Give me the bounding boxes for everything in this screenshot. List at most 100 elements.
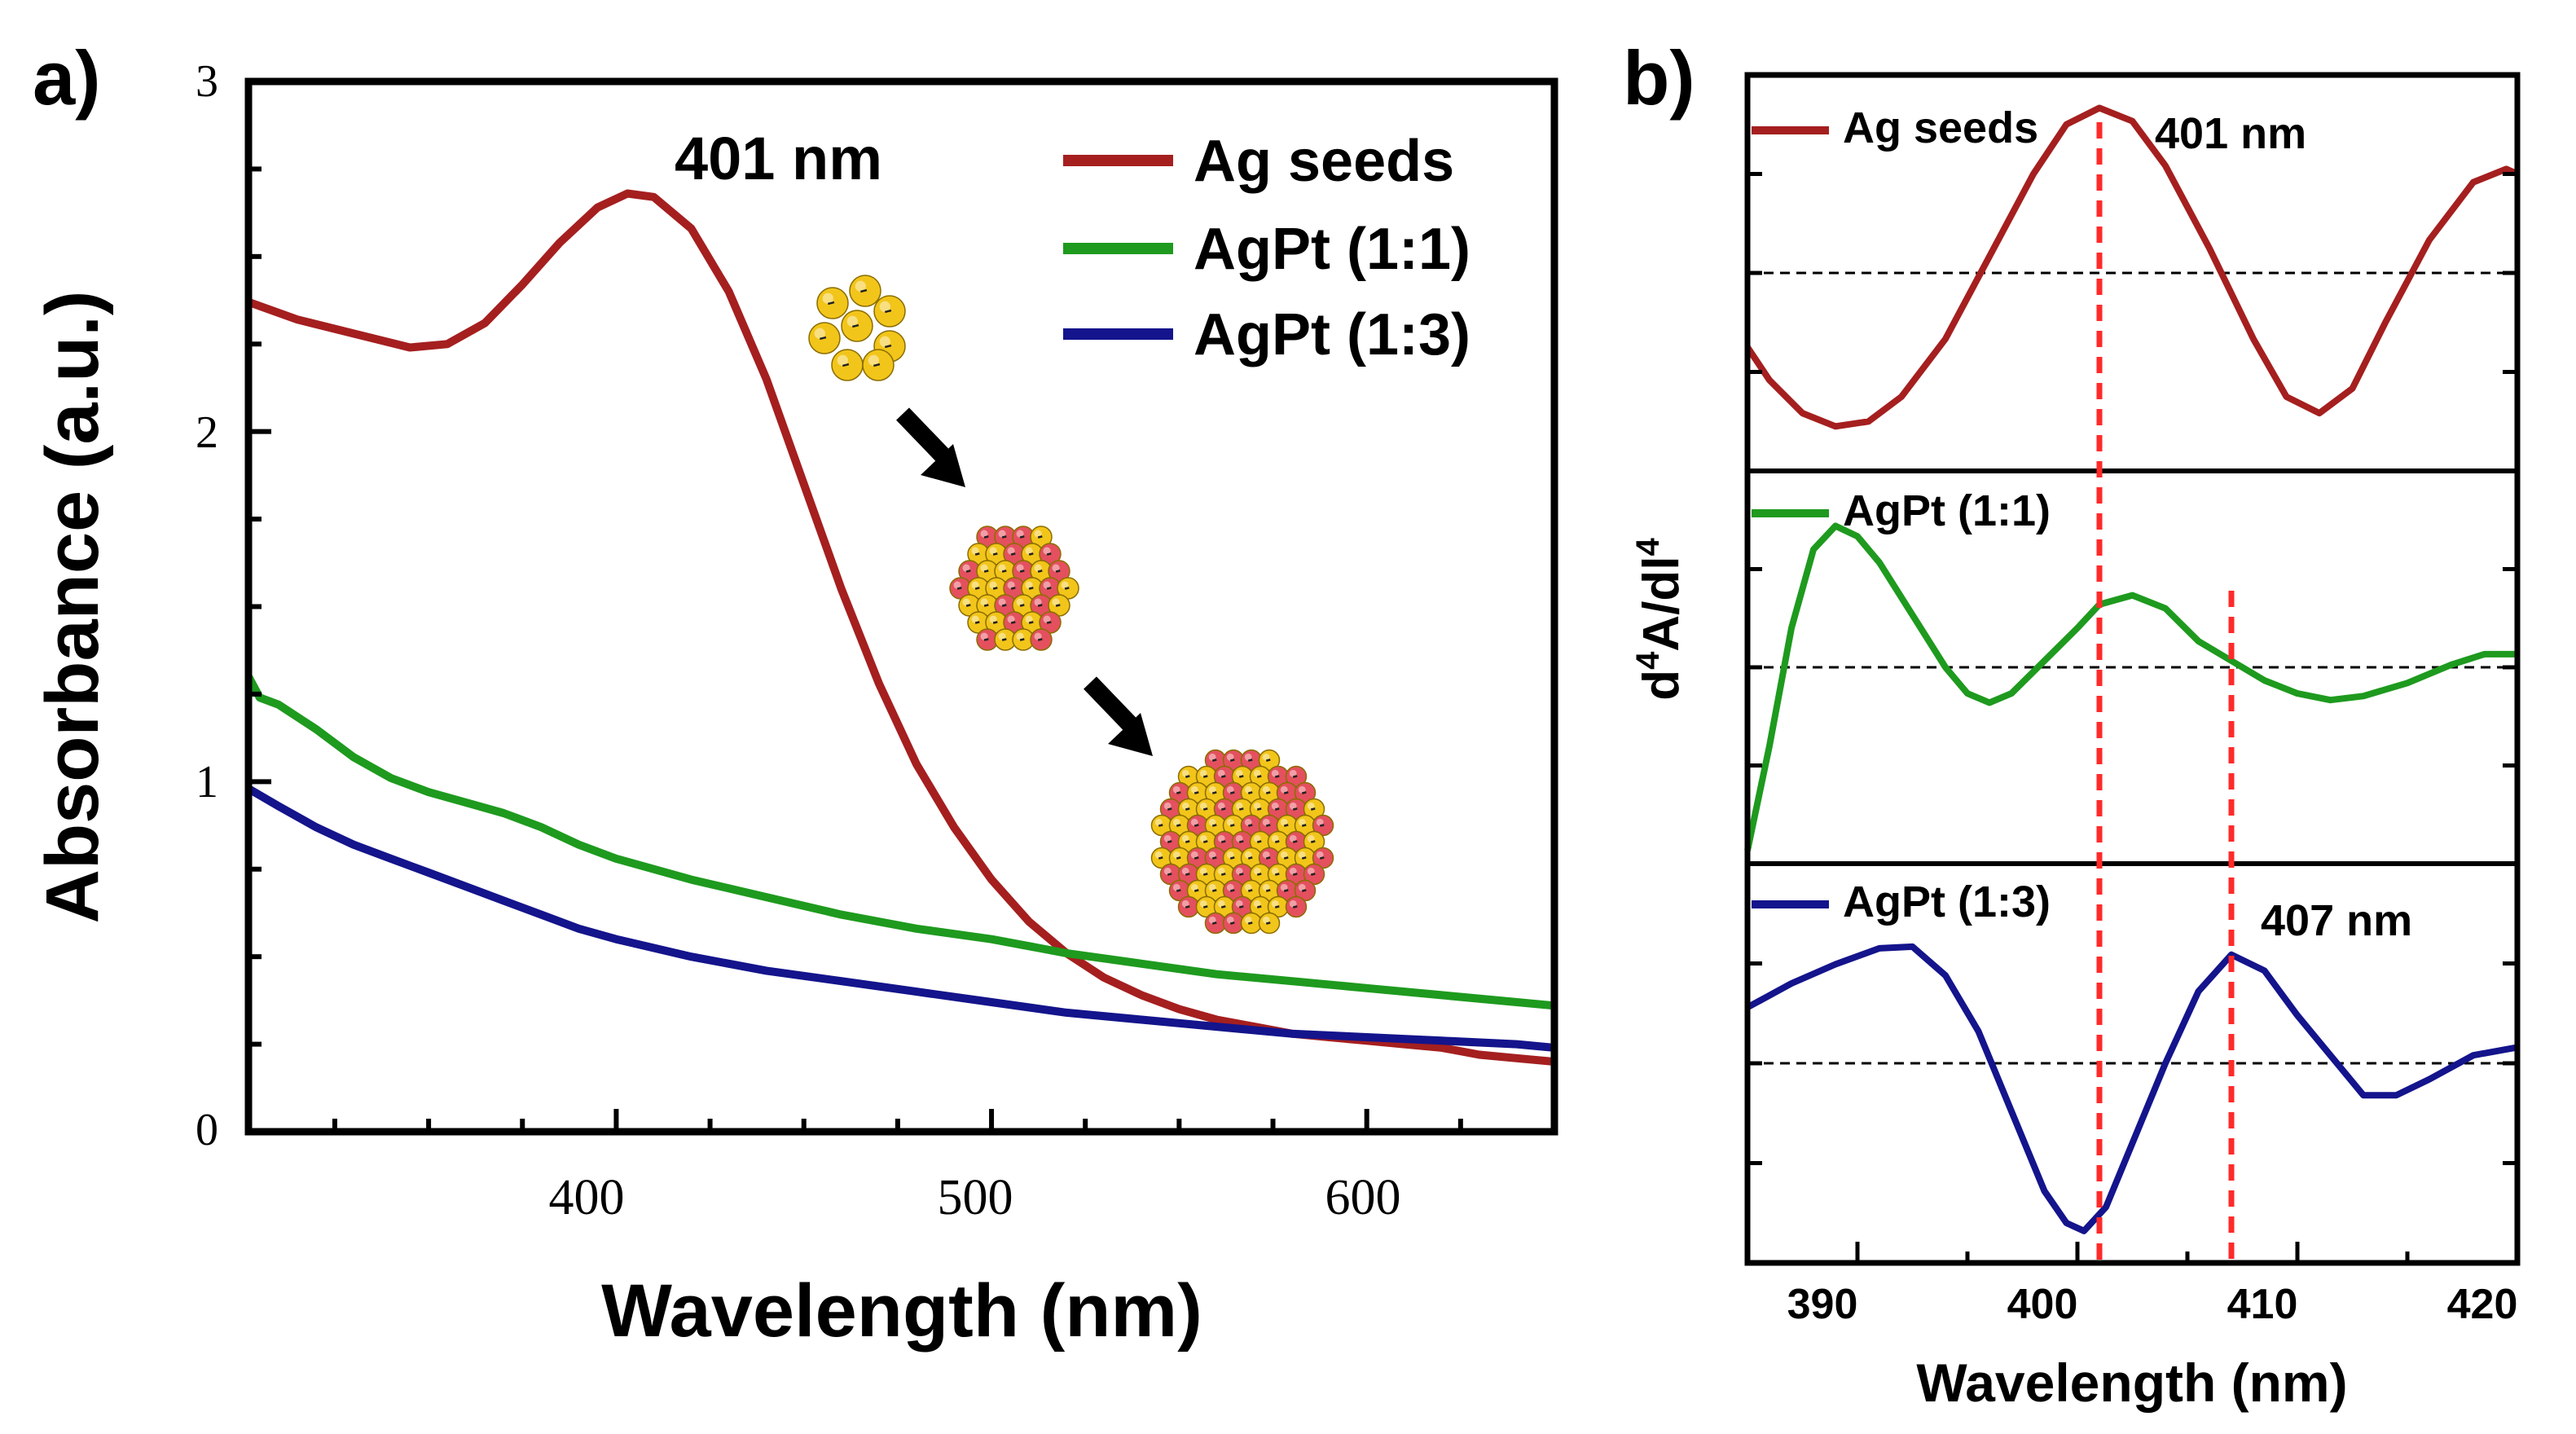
panel-b-xtick-390: 390: [1787, 1281, 1858, 1328]
panel-a-xtick-500: 500: [938, 1170, 1013, 1225]
particle-red: [1276, 781, 1299, 804]
particle-gold: [816, 287, 849, 319]
agpt-mixed-cluster: [949, 526, 1079, 651]
particle-gold: [831, 349, 864, 381]
particle-red: [1168, 781, 1191, 804]
particle-gold: [1249, 798, 1272, 820]
particle-gold: [849, 275, 881, 307]
particle-gold: [1168, 847, 1191, 869]
panel-b-xlabel: Wavelength (nm): [1916, 1353, 2347, 1413]
panel-a-label: a): [33, 35, 101, 121]
particle-red: [1267, 798, 1290, 820]
particle-gold: [985, 611, 1008, 634]
particle-red: [1240, 814, 1263, 837]
particle-red: [1312, 847, 1334, 869]
particle-gold: [1177, 765, 1200, 788]
particle-gold: [1150, 847, 1173, 869]
particle-red: [1213, 798, 1236, 820]
particle-gold: [1012, 628, 1035, 651]
particle-gold: [1048, 594, 1070, 617]
panel-b-ylabel-d: d: [1633, 670, 1690, 701]
agpt-large-cluster: [1150, 749, 1334, 935]
growth-arrow-1: [896, 407, 965, 487]
legend-label-agpt-1-3: AgPt (1:3): [1193, 302, 1470, 367]
legend-label-agpt-1-1: AgPt (1:1): [1193, 217, 1470, 282]
b-legend-label-agpt-1-3: AgPt (1:3): [1843, 878, 2051, 926]
particle-red: [1204, 847, 1227, 869]
panel-b-ticks: [1747, 172, 2517, 1263]
panel-a-series-agpt-1-1: [244, 675, 1555, 1010]
particle-red: [1312, 814, 1334, 837]
panel-b-ylabel-mid: A/dl: [1633, 556, 1690, 652]
nanoparticle-growth-illustration: [808, 275, 1334, 935]
particle-red: [1258, 847, 1281, 869]
particle-gold: [1267, 895, 1290, 918]
particle-gold: [862, 349, 895, 381]
particle-gold: [1213, 895, 1236, 918]
panel-a-xtick-600: 600: [1325, 1170, 1401, 1225]
particle-gold: [1204, 879, 1227, 902]
panel-b-xtick-410: 410: [2227, 1281, 2298, 1328]
panel-a: a) 3 2 1 0 400 500 600 Wavelength (nm) A…: [31, 35, 1558, 1353]
particle-gold: [841, 310, 873, 342]
particle-gold: [1186, 781, 1209, 804]
particle-gold: [1258, 781, 1281, 804]
particle-red: [994, 526, 1017, 548]
particle-red: [1285, 765, 1308, 788]
particle-gold: [1177, 798, 1200, 820]
panel-b-series-ag-seeds: [1744, 104, 2519, 430]
particle-gold: [1249, 765, 1272, 788]
particle-red: [1231, 863, 1254, 886]
particle-gold: [1186, 879, 1209, 902]
particle-gold: [1276, 847, 1299, 869]
particle-gold: [1222, 847, 1245, 869]
particle-gold: [1294, 847, 1317, 869]
panel-b: b) Ag seeds 401 nm AgPt (1:1) AgPt (1:3)…: [1623, 35, 2521, 1413]
particle-red: [1276, 879, 1299, 902]
panel-a-ticks: [248, 166, 1557, 1132]
particle-gold: [1213, 863, 1236, 886]
particle-gold: [1195, 798, 1218, 820]
panel-a-legend: Ag seeds AgPt (1:1) AgPt (1:3): [1063, 129, 1470, 367]
panel-b-series-agpt-1-3: [1746, 943, 2518, 1234]
particle-gold: [1258, 879, 1281, 902]
particle-gold: [1231, 798, 1254, 820]
particle-gold: [1258, 912, 1281, 935]
b-annotation-407nm: 407 nm: [2261, 896, 2412, 945]
panel-b-xtick-400: 400: [2007, 1281, 2078, 1328]
b-legend-label-ag-seeds: Ag seeds: [1843, 103, 2038, 152]
particle-gold: [1195, 765, 1218, 788]
particle-gold: [808, 322, 841, 354]
particle-gold: [1240, 847, 1263, 869]
particle-gold: [1258, 749, 1281, 772]
ag-seed-cluster: [808, 275, 906, 381]
particle-gold: [1267, 863, 1290, 886]
b-annotation-401nm: 401 nm: [2155, 109, 2306, 158]
particle-red: [1294, 879, 1317, 902]
panel-a-xtick-400: 400: [549, 1170, 625, 1225]
panel-a-series-agpt-1-3: [246, 785, 1555, 1052]
particle-gold: [1177, 830, 1200, 853]
b-legend-label-agpt-1-1: AgPt (1:1): [1843, 486, 2051, 535]
particle-red: [1222, 749, 1245, 772]
panel-b-ylabel-sup2: 4: [1630, 538, 1666, 556]
particle-red: [1285, 895, 1308, 918]
particle-red: [1039, 611, 1062, 634]
panel-a-xlabel: Wavelength (nm): [601, 1269, 1202, 1353]
particle-gold: [1249, 830, 1272, 853]
panel-b-label: b): [1623, 35, 1695, 121]
particle-red: [1039, 577, 1062, 600]
particle-red: [1168, 879, 1191, 902]
panel-a-ytick-3: 3: [196, 56, 218, 107]
particle-red: [1258, 814, 1281, 837]
legend-label-ag-seeds: Ag seeds: [1193, 129, 1454, 194]
panel-b-ylabel: d4A/dl4: [1630, 538, 1690, 701]
particle-gold: [1303, 830, 1325, 853]
particle-red: [1303, 863, 1325, 886]
particle-red: [976, 628, 999, 651]
particle-gold: [1231, 765, 1254, 788]
panel-a-ytick-0: 0: [196, 1105, 218, 1155]
panel-a-peak-annotation: 401 nm: [675, 125, 882, 192]
panel-a-ytick-1: 1: [196, 757, 218, 807]
